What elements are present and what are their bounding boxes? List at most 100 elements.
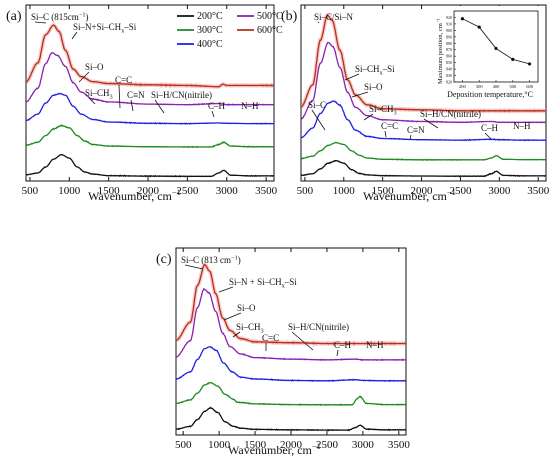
peak-annotation: C–H <box>208 101 226 111</box>
annotation-arrow <box>130 99 134 112</box>
x-tick-label: 500 <box>175 439 192 451</box>
legend-label: 200°C <box>197 11 223 22</box>
annotation-arrow <box>484 132 492 140</box>
annotation-arrow <box>423 118 439 129</box>
x-axis-label: Wavenumber, cm−1 <box>228 442 321 457</box>
panel-label: (b) <box>281 9 298 24</box>
legend-label: 600°C <box>257 25 283 36</box>
plot-frame <box>25 4 275 182</box>
inset-x-tick-label: 200 <box>459 84 467 89</box>
panel-label: (c) <box>156 252 172 267</box>
x-tick-label: 2000 <box>280 439 303 451</box>
panel-0: (a) 500 1000 1500 2000 2500 3000 3500 Wavenumber… <box>6 4 278 203</box>
series-line-200°C <box>26 154 274 178</box>
annotation-arrow <box>336 349 339 357</box>
annotation-arrow <box>344 73 360 81</box>
annotation-arrow <box>363 113 374 121</box>
peak-annotation: Si–H/CN(nitrile) <box>420 109 481 119</box>
x-tick-label: 3500 <box>527 185 550 197</box>
peak-annotation: Si–CH3 <box>236 322 264 335</box>
inset-y-tick-label: 850 <box>446 60 452 65</box>
inset-y-label: Maximum position, cm−1 <box>435 18 444 84</box>
series-line-400°C <box>301 100 546 142</box>
peak-annotation: N–H <box>366 340 384 350</box>
series-line-600°C <box>301 14 546 113</box>
inset-point <box>460 17 464 21</box>
peak-annotation: Si–O <box>364 82 383 92</box>
inset-point <box>528 62 532 66</box>
annotation-arrow <box>351 91 369 98</box>
inset-y-tick-label: 890 <box>446 34 452 39</box>
inset-point <box>511 57 515 62</box>
annotation-arrow <box>311 109 326 131</box>
inset-x-tick-label: 300 <box>476 84 484 89</box>
peak-annotation: Si–C (813 cm−1) <box>181 254 241 265</box>
series-line-300°C <box>301 141 546 162</box>
x-tick-label: 3000 <box>216 185 239 197</box>
x-tick-label: 1000 <box>58 185 81 197</box>
annotation-arrow <box>211 110 215 118</box>
annotation-arrow <box>384 130 387 138</box>
legend-label: 300°C <box>197 25 223 36</box>
peak-annotation: C≡N <box>407 125 425 135</box>
inset-y-tick-label: 880 <box>446 41 452 46</box>
peak-annotation: Si–H/CN(nitrile) <box>288 322 349 332</box>
legend-label: 400°C <box>197 39 223 50</box>
panel-2: (c) 500 1000 1500 2000 2500 3000 3500 Wavenumber… <box>156 247 410 457</box>
x-tick-label: 2000 <box>137 185 160 197</box>
series-line-200°C <box>301 159 546 178</box>
series-line-halo <box>26 23 274 89</box>
inset-x-tick-label: 600 <box>526 84 534 89</box>
inset-y-tick-label: 920 <box>446 15 452 20</box>
inset-y-tick-label: 860 <box>446 54 452 59</box>
annotation-arrow <box>409 134 412 141</box>
peak-annotation: C=C <box>115 75 132 85</box>
series-line-600°C <box>176 263 406 345</box>
annotation-arrow <box>291 331 314 351</box>
annotation-arrow <box>154 99 165 114</box>
peak-annotation: Si–O <box>85 62 104 72</box>
x-tick-label: 2500 <box>316 439 339 451</box>
series-line-500°C <box>26 52 274 107</box>
peak-annotation: N–H <box>513 121 531 131</box>
inset-y-tick-label: 900 <box>446 28 452 33</box>
peak-annotation: Si–N+Si–CHx–Si <box>73 22 137 35</box>
peak-annotation: C≡N <box>127 90 145 100</box>
x-tick-label: 1500 <box>372 185 395 197</box>
peak-annotation: Si–H/CN(nitrile) <box>151 90 212 100</box>
peak-annotation: Si–C (815cm−1) <box>31 11 88 22</box>
x-tick-label: 1500 <box>244 439 267 451</box>
series-line-300°C <box>26 124 274 149</box>
inset-x-tick-label: 400 <box>493 84 501 89</box>
peak-annotation: C=C <box>262 333 279 343</box>
annotation-arrow <box>34 21 47 24</box>
x-axis-label: Wavenumber, cm−1 <box>363 188 456 203</box>
peak-annotation: Si–C/Si–N <box>314 12 354 22</box>
x-tick-label: 3000 <box>352 439 375 451</box>
inset-point <box>477 25 481 29</box>
annotation-arrow <box>118 84 121 109</box>
x-axis-label: Wavenumber, cm−1 <box>88 188 181 203</box>
x-tick-label: 2000 <box>411 185 434 197</box>
annotation-arrow <box>78 71 90 83</box>
panel-label: (a) <box>6 9 22 24</box>
peak-annotation: Si–N + Si–CHx–Si <box>229 277 297 290</box>
x-tick-label: 500 <box>22 185 39 197</box>
peak-annotation: Si–C <box>308 100 326 110</box>
inset-y-tick-label: 820 <box>446 80 452 85</box>
inset-y-tick-label: 830 <box>446 73 452 78</box>
inset-y-tick-label: 870 <box>446 47 452 52</box>
peak-annotation: C–H <box>481 123 499 133</box>
peak-annotation: C=C <box>381 121 398 131</box>
x-tick-label: 1000 <box>208 439 231 451</box>
annotation-arrow <box>223 312 242 321</box>
x-tick-label: 500 <box>297 185 314 197</box>
x-tick-label: 2500 <box>449 185 472 197</box>
peak-annotation: C–H <box>334 340 352 350</box>
peak-annotation: N–H <box>241 101 259 111</box>
series-line-300°C <box>176 381 406 407</box>
peak-annotation: Si–CHx–Si <box>355 64 395 77</box>
